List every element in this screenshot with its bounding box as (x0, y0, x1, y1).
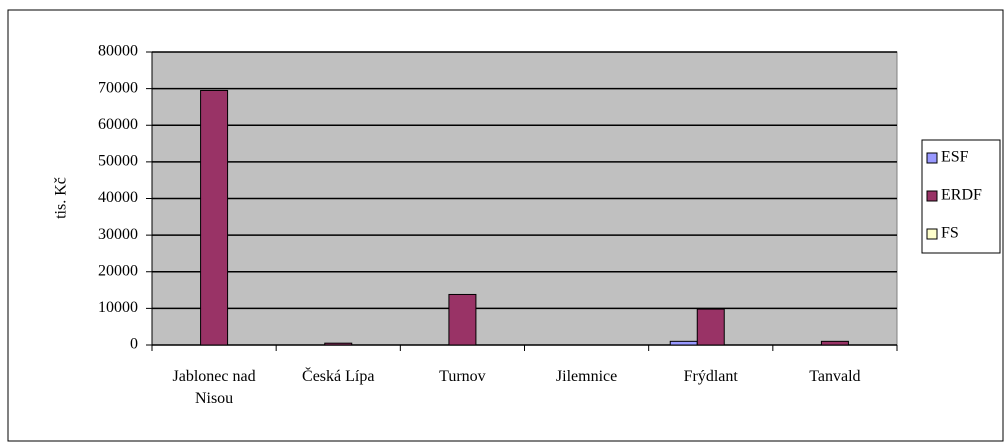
x-tick-label: Jilemnice (555, 368, 618, 385)
legend-label: FS (941, 225, 959, 242)
x-tick-label: Tanvald (809, 368, 861, 385)
y-tick-label: 30000 (98, 226, 138, 243)
bar (820, 340, 849, 346)
y-axis-label: tis. Kč (53, 177, 70, 219)
bar (324, 342, 353, 346)
x-tick-label: Česká Lípa (302, 368, 375, 385)
bar (200, 89, 229, 346)
y-tick-label: 70000 (98, 79, 138, 96)
legend-swatch (926, 190, 938, 202)
bar (448, 293, 477, 346)
bar (669, 340, 698, 346)
legend-label: ESF (941, 149, 969, 166)
x-tick-label: Turnov (439, 368, 486, 385)
x-tick-label: Jablonec nad Nisou (172, 368, 256, 407)
bar (696, 308, 725, 346)
y-tick-label: 20000 (98, 262, 138, 279)
y-tick-label: 0 (130, 336, 138, 353)
legend-swatch (926, 228, 938, 240)
legend-label: ERDF (941, 187, 982, 204)
y-tick-label: 10000 (98, 299, 138, 316)
y-tick-label: 80000 (98, 43, 138, 60)
legend-swatch (926, 152, 938, 164)
x-tick-label: Frýdlant (683, 368, 738, 385)
y-tick-label: 60000 (98, 116, 138, 133)
y-tick-label: 50000 (98, 153, 138, 170)
y-tick-label: 40000 (98, 189, 138, 206)
